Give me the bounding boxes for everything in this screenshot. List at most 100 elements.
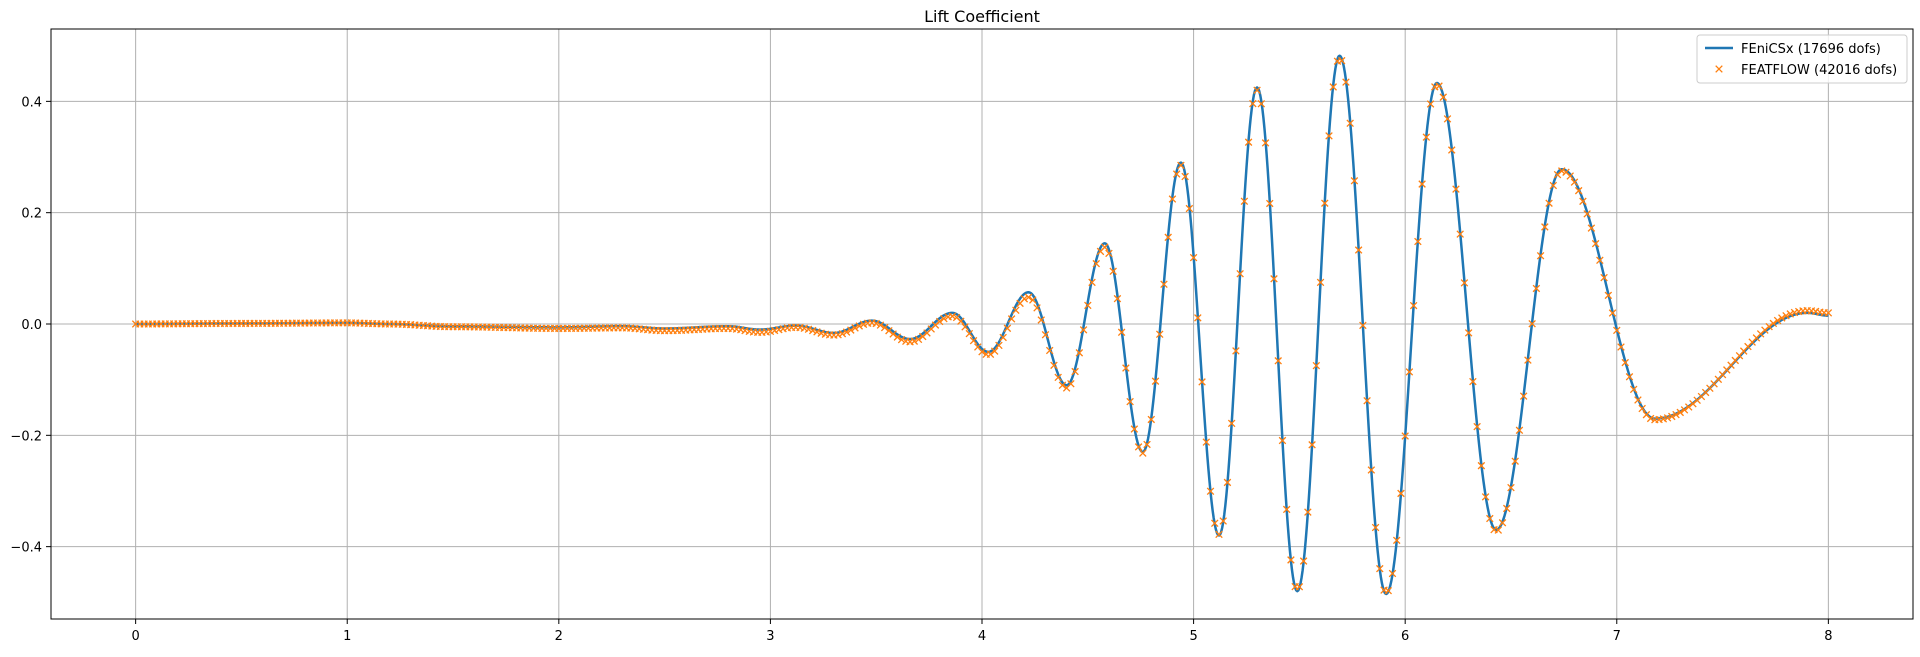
featflow-marker: [1270, 275, 1278, 283]
featflow-marker: [1418, 180, 1426, 188]
featflow-marker: [1354, 246, 1363, 254]
x-tick-label: 0: [131, 629, 139, 644]
featflow-marker: [1295, 583, 1304, 591]
featflow-marker: [1058, 381, 1067, 390]
y-tick-label: −0.4: [10, 541, 42, 556]
featflow-marker: [1621, 358, 1629, 367]
featflow-marker: [1773, 316, 1782, 325]
featflow-marker: [851, 324, 859, 332]
y-tick-label: 0.0: [21, 318, 42, 333]
featflow-marker: [1376, 564, 1384, 573]
featflow-marker: [1435, 82, 1443, 90]
legend-marker-x: [1715, 65, 1723, 73]
featflow-marker: [1587, 224, 1596, 232]
featflow-marker: [1519, 392, 1528, 400]
featflow-marker: [1054, 373, 1062, 382]
featflow-marker: [1126, 397, 1134, 406]
featflow-marker: [1473, 422, 1481, 431]
featflow-marker: [1012, 306, 1020, 315]
featflow-marker: [1151, 377, 1160, 385]
featflow-marker: [1502, 504, 1511, 513]
featflow-marker: [910, 337, 919, 345]
featflow-marker: [1041, 331, 1050, 339]
legend-featflow-marker-sample: [1715, 65, 1723, 73]
featflow-marker: [1105, 249, 1113, 258]
featflow-marker: [1566, 172, 1574, 180]
featflow-marker: [1545, 199, 1553, 207]
featflow-marker: [1134, 443, 1143, 451]
featflow-marker: [999, 333, 1007, 342]
featflow-marker: [1617, 343, 1625, 351]
featflow-marker: [1498, 519, 1507, 527]
featflow-marker: [1257, 100, 1266, 108]
x-tick-label: 3: [766, 629, 774, 644]
featflow-marker: [1232, 347, 1240, 355]
featflow-marker: [1160, 280, 1168, 289]
featflow-marker: [1769, 319, 1778, 328]
featflow-marker: [990, 347, 999, 355]
featflow-marker: [986, 350, 995, 358]
featflow-marker: [1371, 523, 1380, 532]
featflow-marker: [1240, 197, 1249, 206]
featflow-marker: [880, 323, 889, 332]
featflow-marker: [1189, 253, 1198, 262]
featflow-marker: [1130, 425, 1139, 433]
featflow-marker: [1122, 364, 1130, 372]
featflow-marker: [1625, 373, 1634, 381]
featflow-marker: [1528, 319, 1536, 328]
featflow-marker: [1071, 367, 1079, 376]
featflow-marker: [1367, 466, 1376, 474]
featflow-marker: [1613, 326, 1621, 335]
featflow-marker: [1409, 301, 1418, 310]
featflow-marker: [804, 325, 813, 334]
featflow-marker: [1676, 408, 1685, 417]
featflow-marker: [1541, 223, 1549, 231]
featflow-marker: [1600, 273, 1608, 282]
featflow-marker: [1494, 526, 1503, 534]
featflow-marker: [1778, 314, 1786, 322]
x-tick-label: 1: [343, 629, 351, 644]
featflow-marker: [1672, 410, 1680, 419]
featflow-marker: [1536, 251, 1545, 260]
featflow-marker: [893, 333, 902, 341]
featflow-marker: [948, 312, 957, 320]
featflow-marker: [1346, 119, 1354, 128]
featflow-marker: [1824, 309, 1833, 317]
featflow-marker: [813, 328, 821, 336]
featflow-marker: [1579, 197, 1587, 206]
featflow-marker: [965, 329, 974, 338]
featflow-marker: [1447, 146, 1456, 154]
featflow-marker: [1460, 279, 1469, 287]
featflow-marker: [1075, 349, 1084, 357]
featflow-marker: [1304, 508, 1312, 516]
featflow-marker: [1249, 99, 1257, 108]
x-tick-label: 4: [978, 629, 986, 644]
featflow-marker: [1392, 536, 1401, 545]
featflow-marker: [1168, 195, 1177, 203]
featflow-marker: [1185, 204, 1194, 213]
x-tick-label: 8: [1824, 629, 1832, 644]
featflow-marker: [1558, 167, 1566, 175]
featflow-marker: [1092, 259, 1101, 268]
legend-box: [1696, 34, 1908, 84]
featflow-marker: [876, 321, 885, 329]
featflow-marker: [1422, 133, 1431, 141]
featflow-marker: [1511, 457, 1519, 465]
featflow-marker: [1198, 378, 1206, 386]
featflow-marker: [1321, 199, 1329, 207]
y-tick-label: −0.2: [10, 429, 42, 444]
featflow-marker: [1405, 368, 1414, 376]
featflow-marker: [1329, 83, 1337, 91]
featflow-marker: [1634, 396, 1642, 404]
featflow-marker: [1236, 269, 1244, 278]
featflow-marker: [1765, 322, 1773, 331]
featflow-marker: [1143, 440, 1151, 449]
featflow-marker: [1227, 419, 1236, 428]
featflow-marker: [1515, 426, 1524, 435]
featflow-marker: [1139, 449, 1147, 457]
featflow-marker: [961, 323, 969, 331]
featflow-marker: [1629, 385, 1638, 394]
featflow-marker: [1037, 316, 1046, 324]
x-tick-label: 7: [1613, 629, 1621, 644]
